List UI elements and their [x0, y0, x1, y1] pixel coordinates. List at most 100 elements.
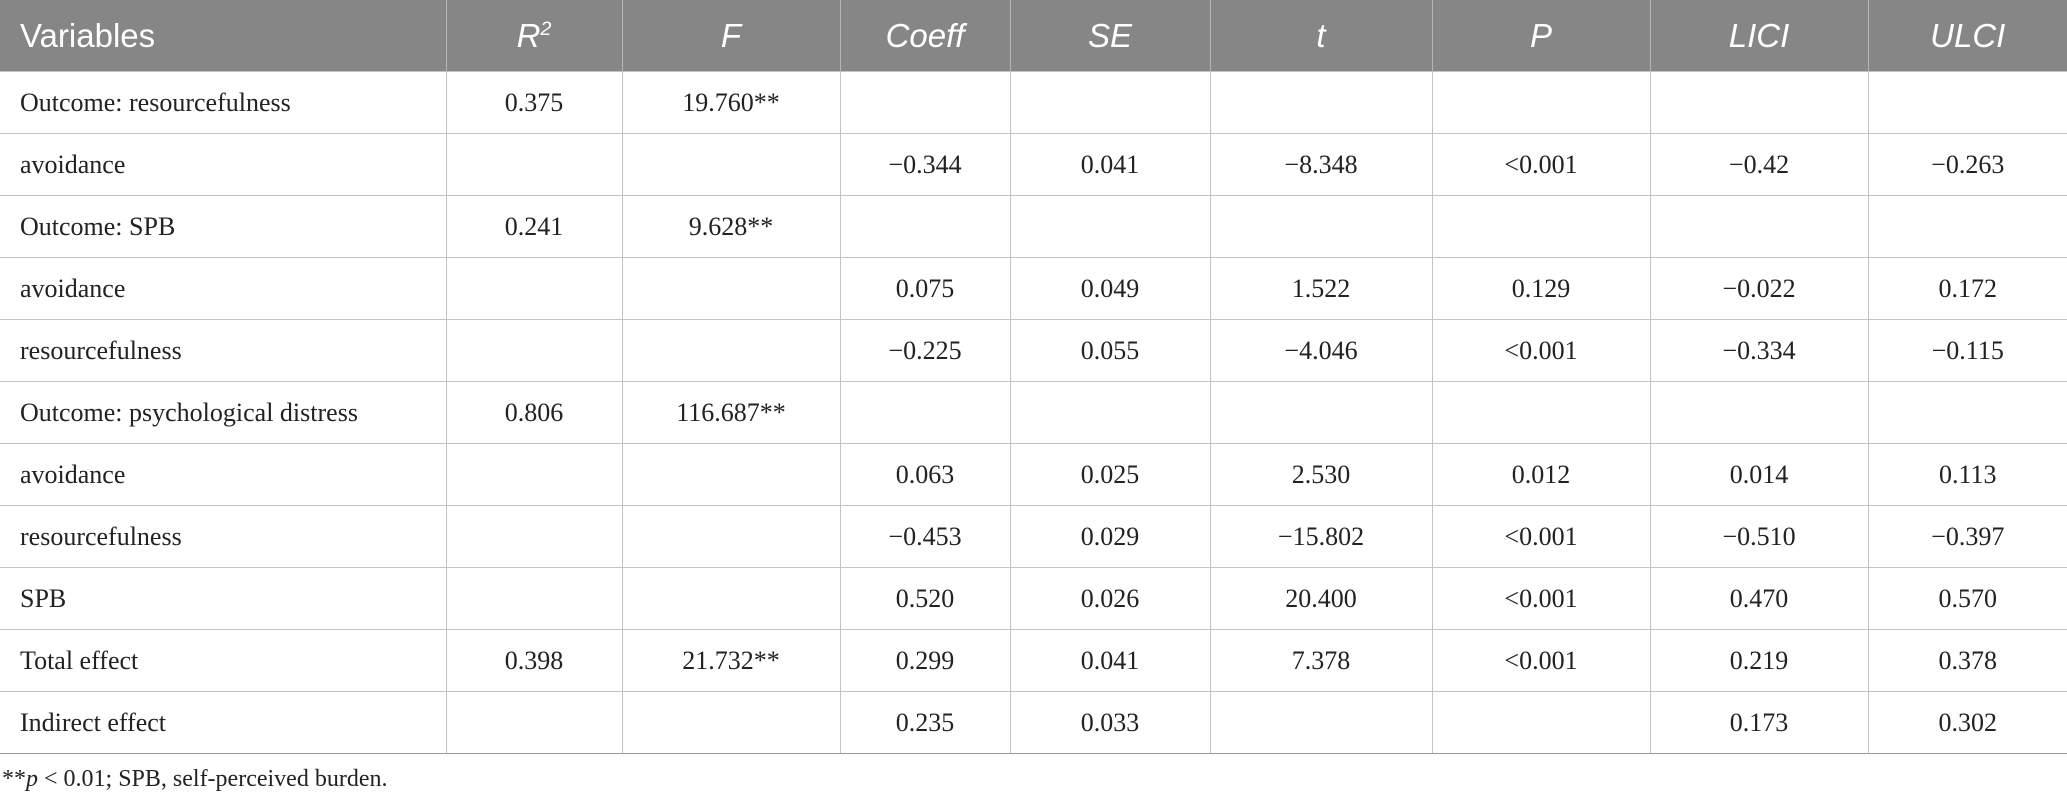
column-header-r-squared: R2	[445, 0, 623, 72]
cell-lici: −0.42	[1649, 133, 1869, 196]
table-row: resourcefulness −0.225 0.055 −4.046 <0.001 −0…	[0, 319, 2067, 382]
cell-ulci: 0.172	[1867, 257, 2067, 320]
table-row: resourcefulness −0.453 0.029 −15.802 <0.001−…	[0, 505, 2067, 568]
cell-ulci: −0.115	[1867, 319, 2067, 382]
cell-se: 0.041	[1009, 629, 1211, 692]
cell-se	[1009, 71, 1211, 134]
cell-f: 116.687**	[621, 381, 841, 444]
cell-p	[1431, 195, 1651, 258]
cell-ulci: 0.570	[1867, 567, 2067, 630]
cell-lici: −0.022	[1649, 257, 1869, 320]
cell-r-squared	[445, 133, 623, 196]
column-header-lici: LICI	[1649, 0, 1869, 72]
cell-ulci	[1867, 381, 2067, 444]
cell-r-squared	[445, 443, 623, 506]
cell-f	[621, 257, 841, 320]
cell-lici	[1649, 71, 1869, 134]
cell-variable: avoidance	[0, 443, 447, 506]
column-header-variables: Variables	[0, 0, 447, 72]
cell-variable: SPB	[0, 567, 447, 630]
cell-t: −15.802	[1209, 505, 1433, 568]
cell-se	[1009, 381, 1211, 444]
cell-se: 0.055	[1009, 319, 1211, 382]
cell-se: 0.033	[1009, 691, 1211, 754]
cell-r-squared: 0.375	[445, 71, 623, 134]
cell-r-squared: 0.241	[445, 195, 623, 258]
cell-coeff	[839, 381, 1011, 444]
cell-se: 0.025	[1009, 443, 1211, 506]
cell-t	[1209, 195, 1433, 258]
cell-lici: 0.219	[1649, 629, 1869, 692]
cell-ulci	[1867, 195, 2067, 258]
cell-coeff	[839, 195, 1011, 258]
cell-variable: Outcome: psychological distress	[0, 381, 447, 444]
cell-lici: −0.334	[1649, 319, 1869, 382]
cell-variable: Total effect	[0, 629, 447, 692]
cell-f: 9.628**	[621, 195, 841, 258]
cell-se: 0.029	[1009, 505, 1211, 568]
cell-t: 20.400	[1209, 567, 1433, 630]
cell-se: 0.026	[1009, 567, 1211, 630]
cell-r-squared	[445, 319, 623, 382]
column-header-ulci: ULCI	[1867, 0, 2067, 72]
cell-ulci: 0.113	[1867, 443, 2067, 506]
table-body: Outcome: resourcefulness 0.375 19.760** avo…	[0, 71, 2067, 754]
cell-f	[621, 505, 841, 568]
cell-ulci: −0.397	[1867, 505, 2067, 568]
column-header-f: F	[621, 0, 841, 72]
cell-p	[1431, 381, 1651, 444]
cell-p: 0.012	[1431, 443, 1651, 506]
header-row: Variables R2 F Coeff SE t P LICI ULCI	[0, 0, 2067, 72]
footnote-stars: **	[2, 766, 26, 792]
cell-variable: resourcefulness	[0, 319, 447, 382]
cell-variable: resourcefulness	[0, 505, 447, 568]
cell-lici: 0.173	[1649, 691, 1869, 754]
cell-r-squared: 0.806	[445, 381, 623, 444]
cell-t: 7.378	[1209, 629, 1433, 692]
cell-ulci: −0.263	[1867, 133, 2067, 196]
cell-f	[621, 443, 841, 506]
cell-coeff: 0.235	[839, 691, 1011, 754]
column-header-p: P	[1431, 0, 1651, 72]
cell-t: −8.348	[1209, 133, 1433, 196]
cell-lici: 0.470	[1649, 567, 1869, 630]
cell-p: <0.001	[1431, 319, 1651, 382]
cell-f	[621, 691, 841, 754]
table-row: avoidance 0.063 0.025 2.530 0.012 0.014 0.113	[0, 443, 2067, 506]
table-row: Indirect effect 0.235 0.033 0.173 0.302	[0, 691, 2067, 754]
cell-lici	[1649, 195, 1869, 258]
cell-coeff: 0.075	[839, 257, 1011, 320]
cell-t: 1.522	[1209, 257, 1433, 320]
cell-variable: avoidance	[0, 257, 447, 320]
cell-p	[1431, 691, 1651, 754]
cell-ulci: 0.378	[1867, 629, 2067, 692]
cell-coeff: −0.344	[839, 133, 1011, 196]
table-row: avoidance −0.344 0.041 −8.348 <0.001 −0.42 −0.…	[0, 133, 2067, 196]
cell-r-squared	[445, 257, 623, 320]
cell-coeff: −0.453	[839, 505, 1011, 568]
cell-t	[1209, 71, 1433, 134]
cell-ulci: 0.302	[1867, 691, 2067, 754]
table-row: Outcome: psychological distress 0.806 116.…	[0, 381, 2067, 444]
footnote-p: p	[26, 766, 38, 792]
cell-r-squared	[445, 691, 623, 754]
table-row: Outcome: SPB 0.241 9.628**	[0, 195, 2067, 258]
cell-coeff: −0.225	[839, 319, 1011, 382]
cell-coeff: 0.299	[839, 629, 1011, 692]
cell-p	[1431, 71, 1651, 134]
cell-coeff: 0.520	[839, 567, 1011, 630]
column-header-se: SE	[1009, 0, 1211, 72]
cell-coeff	[839, 71, 1011, 134]
table-row: SPB 0.520 0.026 20.400 <0.001 0.470 0.570	[0, 567, 2067, 630]
cell-variable: Outcome: resourcefulness	[0, 71, 447, 134]
cell-f	[621, 319, 841, 382]
cell-t	[1209, 381, 1433, 444]
cell-f	[621, 567, 841, 630]
cell-r-squared	[445, 567, 623, 630]
cell-coeff: 0.063	[839, 443, 1011, 506]
cell-variable: Outcome: SPB	[0, 195, 447, 258]
cell-lici: −0.510	[1649, 505, 1869, 568]
table-row: avoidance 0.075 0.049 1.522 0.129 −0.022 0.172	[0, 257, 2067, 320]
results-table: Variables R2 F Coeff SE t P LICI ULCI Ou…	[0, 0, 2067, 754]
